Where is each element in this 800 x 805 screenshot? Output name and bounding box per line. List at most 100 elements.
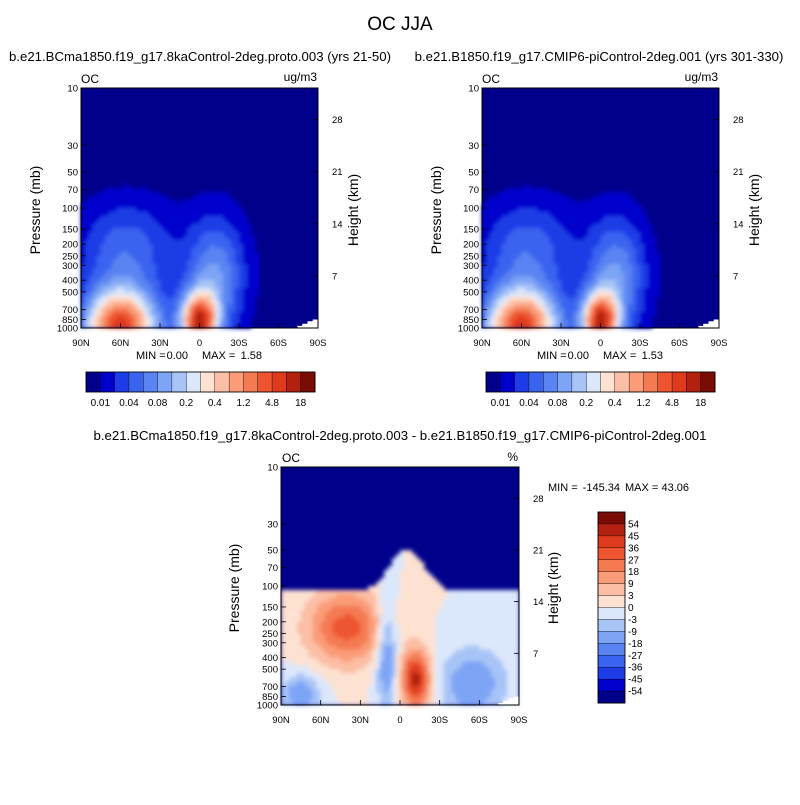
- field-cell: [444, 630, 449, 635]
- field-cell: [97, 320, 102, 325]
- field-cell: [105, 300, 110, 305]
- field-cell: [227, 260, 232, 265]
- field-cell: [522, 244, 527, 249]
- field-cell: [227, 292, 232, 297]
- field-cell: [581, 312, 586, 317]
- field-cell: [549, 296, 554, 301]
- field-cell: [215, 264, 220, 269]
- field-cell: [490, 244, 495, 249]
- field-cell: [545, 320, 550, 325]
- field-cell: [128, 232, 133, 237]
- field-cell: [569, 244, 574, 249]
- field-cell: [289, 614, 294, 619]
- field-cell: [341, 649, 346, 654]
- field-cell: [211, 248, 216, 253]
- field-cell: [136, 240, 141, 245]
- field-cell: [502, 284, 507, 289]
- field-cell: [368, 677, 373, 682]
- field-cell: [608, 312, 613, 317]
- panel-1-min-value: 0.00: [167, 350, 188, 362]
- field-cell: [486, 256, 491, 261]
- field-cell: [81, 308, 86, 313]
- field-cell: [117, 252, 122, 257]
- field-cell: [533, 244, 538, 249]
- field-cell: [620, 280, 625, 285]
- field-cell: [514, 296, 519, 301]
- panel-2-max-value: 1.53: [642, 350, 663, 362]
- field-cell: [364, 673, 369, 678]
- field-cell: [215, 200, 220, 205]
- field-cell: [251, 236, 256, 241]
- field-cell: [301, 649, 306, 654]
- field-cell: [188, 292, 193, 297]
- field-cell: [148, 316, 153, 321]
- field-cell: [333, 638, 338, 643]
- field-cell: [514, 292, 519, 297]
- field-cell: [188, 240, 193, 245]
- field-cell: [301, 598, 306, 603]
- field-cell: [243, 264, 248, 269]
- field-cell: [172, 240, 177, 245]
- field-cell: [89, 292, 94, 297]
- field-cell: [404, 665, 409, 670]
- field-cell: [483, 681, 488, 686]
- field-cell: [168, 304, 173, 309]
- field-cell: [518, 228, 523, 233]
- field-cell: [495, 661, 500, 666]
- field-cell: [440, 681, 445, 686]
- field-cell: [581, 204, 586, 209]
- field-cell: [172, 268, 177, 273]
- field-cell: [648, 232, 653, 237]
- field-cell: [432, 653, 437, 658]
- field-cell: [148, 212, 153, 217]
- field-cell: [495, 689, 500, 694]
- field-cell: [219, 300, 224, 305]
- field-cell: [525, 236, 530, 241]
- field-cell: [97, 208, 102, 213]
- field-cell: [503, 606, 508, 611]
- field-cell: [333, 642, 338, 647]
- field-cell: [364, 693, 369, 698]
- field-cell: [561, 196, 566, 201]
- field-cell: [620, 220, 625, 225]
- field-cell: [553, 260, 558, 265]
- field-cell: [541, 268, 546, 273]
- field-cell: [557, 292, 562, 297]
- field-cell: [436, 594, 441, 599]
- field-cell: [317, 626, 322, 631]
- field-cell: [93, 288, 98, 293]
- field-cell: [636, 236, 641, 241]
- field-cell: [494, 236, 499, 241]
- field-cell: [456, 693, 461, 698]
- field-cell: [545, 248, 550, 253]
- field-cell: [573, 236, 578, 241]
- field-cell: [344, 673, 349, 678]
- field-cell: [301, 626, 306, 631]
- field-cell: [89, 300, 94, 305]
- field-cell: [444, 642, 449, 647]
- field-cell: [297, 665, 302, 670]
- field-cell: [494, 312, 499, 317]
- field-cell: [113, 260, 118, 265]
- field-cell: [404, 550, 409, 555]
- field-cell: [313, 598, 318, 603]
- field-cell: [360, 614, 365, 619]
- field-cell: [380, 618, 385, 623]
- field-cell: [200, 260, 205, 265]
- field-cell: [203, 216, 208, 221]
- field-cell: [372, 677, 377, 682]
- field-cell: [132, 236, 137, 241]
- field-cell: [495, 649, 500, 654]
- field-cell: [604, 320, 609, 325]
- field-cell: [203, 240, 208, 245]
- field-cell: [176, 268, 181, 273]
- field-cell: [561, 216, 566, 221]
- field-cell: [597, 304, 602, 309]
- field-cell: [640, 260, 645, 265]
- field-cell: [553, 192, 558, 197]
- field-cell: [376, 634, 381, 639]
- x-tick-label: 90S: [310, 338, 327, 349]
- field-cell: [239, 320, 244, 325]
- field-cell: [428, 598, 433, 603]
- field-cell: [380, 697, 385, 702]
